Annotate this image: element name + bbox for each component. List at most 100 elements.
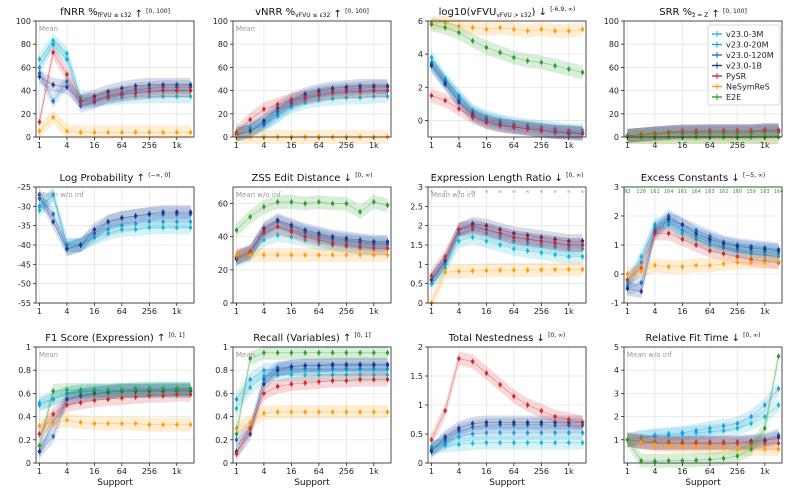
data-point-v23.0-20M — [344, 367, 349, 371]
y-tick-label: 4 — [418, 50, 423, 59]
x-tick-label: 256 — [339, 141, 354, 150]
data-point-v23.0-20M — [763, 403, 767, 407]
data-point-v23.0-3M — [443, 266, 447, 270]
data-point-v23.0-1B — [498, 420, 502, 425]
series-band-PySR — [39, 387, 191, 441]
data-point-v23.0-3M — [358, 95, 362, 100]
data-point-NeSymReS — [694, 263, 698, 267]
inf-marker: ∞ — [553, 189, 557, 195]
data-point-E2E — [275, 351, 280, 355]
data-point-v23.0-1B — [262, 382, 266, 386]
data-point-v23.0-3M — [525, 441, 530, 445]
x-tick-label: 256 — [730, 467, 745, 476]
data-point-v23.0-20M — [443, 262, 447, 267]
x-tick-label: 256 — [142, 141, 157, 150]
x-tick-label: 1 — [429, 141, 434, 150]
data-point-v23.0-20M — [248, 377, 252, 382]
data-point-E2E — [749, 447, 753, 451]
data-point-NeSymReS — [161, 130, 165, 135]
series-band-v23.0-3M — [236, 367, 388, 416]
series-line-v23.0-120M — [39, 73, 191, 107]
inf-marker: ∞ — [484, 189, 488, 195]
data-point-v23.0-1B — [344, 236, 349, 241]
data-point-v23.0-1B — [37, 74, 42, 79]
data-point-NeSymReS — [175, 423, 179, 427]
data-point-v23.0-1B — [470, 222, 475, 226]
data-point-v23.0-20M — [51, 42, 55, 46]
data-point-PySR — [457, 107, 461, 111]
data-point-v23.0-3M — [525, 249, 530, 253]
data-point-PySR — [234, 452, 239, 456]
y-tick-label: 1 — [418, 401, 423, 410]
data-point-v23.0-20M — [147, 220, 152, 224]
data-point-PySR — [289, 98, 294, 102]
x-tick-label: 1 — [625, 467, 630, 476]
data-point-E2E — [567, 67, 571, 71]
data-point-NeSymReS — [484, 27, 489, 31]
y-tick-label: 80 — [21, 40, 31, 49]
data-point-NeSymReS — [484, 268, 489, 273]
inf-marker: ∞ — [539, 189, 543, 195]
data-point-NeSymReS — [92, 421, 97, 426]
data-point-v23.0-1B — [457, 426, 461, 430]
x-tick-label: 16 — [481, 467, 491, 476]
series-band-v23.0-1B — [431, 216, 583, 287]
x-tick-label: 1 — [234, 141, 239, 150]
data-point-v23.0-20M — [512, 239, 516, 243]
data-point-E2E — [275, 200, 280, 204]
series-band-v23.0-3M — [431, 50, 583, 138]
data-point-E2E — [484, 45, 489, 50]
data-point-v23.0-20M — [330, 367, 335, 371]
y-tick-label: 100 — [213, 17, 228, 26]
data-point-PySR — [512, 394, 516, 398]
data-point-v23.0-1B — [275, 218, 280, 222]
y-tick-label: 0 — [418, 459, 423, 468]
data-point-v23.0-20M — [694, 428, 698, 433]
data-point-v23.0-1B — [133, 84, 138, 88]
data-point-v23.0-3M — [639, 254, 643, 259]
data-point-E2E — [289, 200, 294, 204]
data-point-v23.0-1B — [51, 83, 55, 87]
y-tick-label: 1 — [418, 260, 423, 269]
series-band-v23.0-1B — [236, 213, 388, 266]
x-tick-label: 256 — [339, 307, 354, 316]
data-point-E2E — [358, 351, 362, 355]
data-point-NeSymReS — [580, 27, 585, 31]
data-point-v23.0-1B — [721, 241, 726, 246]
data-point-v23.0-3M — [234, 406, 239, 411]
stat-label: Mean — [236, 25, 255, 33]
y-tick-label: 40 — [21, 87, 31, 96]
data-point-v23.0-3M — [275, 373, 280, 377]
data-point-v23.0-3M — [721, 428, 726, 433]
data-point-v23.0-3M — [539, 441, 544, 445]
data-point-NeSymReS — [289, 410, 294, 414]
x-tick-label: 16 — [677, 467, 687, 476]
series-line-v23.0-3M — [431, 57, 583, 131]
data-point-PySR — [680, 237, 685, 241]
data-point-E2E — [344, 201, 349, 206]
legend-box — [707, 24, 781, 106]
data-point-PySR — [175, 88, 179, 93]
x-tick-label: 1 — [429, 307, 434, 316]
series-line-v23.0-120M — [627, 434, 779, 443]
data-point-v23.0-1B — [37, 193, 42, 197]
data-point-PySR — [484, 227, 489, 232]
data-point-PySR — [694, 441, 698, 445]
series-band-v23.0-3M — [236, 228, 388, 267]
data-point-v23.0-1B — [358, 238, 362, 242]
data-point-PySR — [567, 243, 571, 247]
series-band-NeSymReS — [431, 262, 583, 310]
y-tick-label: 2 — [418, 83, 423, 92]
data-point-PySR — [653, 131, 657, 136]
series-band-v23.0-120M — [39, 66, 191, 113]
y-tick-label: 60 — [218, 200, 228, 209]
data-point-v23.0-3M — [372, 373, 376, 377]
data-point-v23.0-20M — [457, 95, 461, 99]
data-point-E2E — [580, 70, 585, 75]
data-point-PySR — [92, 398, 97, 403]
data-point-v23.0-120M — [37, 71, 42, 75]
data-point-v23.0-3M — [429, 281, 434, 286]
plot-area — [428, 21, 586, 137]
data-point-E2E — [188, 387, 193, 391]
data-point-E2E — [443, 25, 447, 30]
